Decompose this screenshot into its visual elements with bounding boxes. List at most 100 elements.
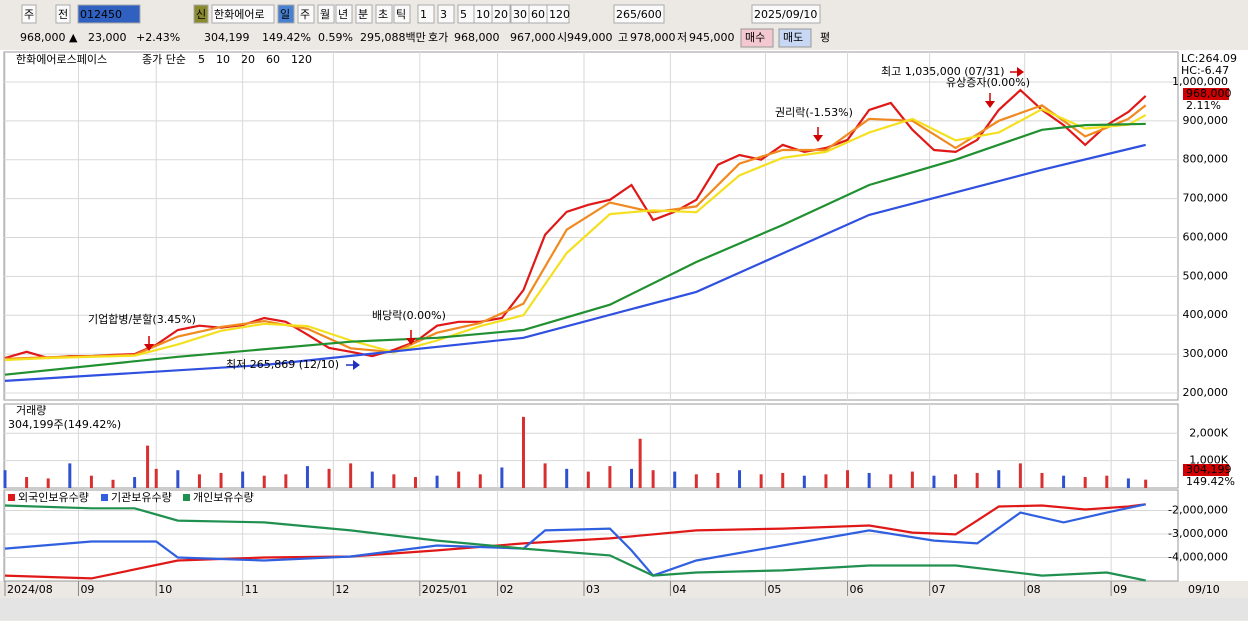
volume-bar — [478, 474, 482, 488]
toolbar-button[interactable] — [77, 4, 141, 24]
toolbar-label[interactable]: 년 — [338, 8, 348, 21]
toolbar-label[interactable]: 분 — [358, 8, 368, 21]
legend-entry: 20 — [241, 53, 255, 66]
y-tick-label: 700,000 — [1183, 192, 1229, 205]
x-end-label: 09/10 — [1188, 583, 1220, 596]
toolbar-label[interactable]: 1 — [420, 8, 427, 21]
legend-entry: 60 — [266, 53, 280, 66]
toolbar-button[interactable] — [277, 4, 295, 24]
volume-bar — [716, 472, 720, 488]
x-tick-label: 07 — [932, 583, 946, 596]
toolbar-label[interactable]: 전 — [58, 8, 68, 21]
toolbar-label[interactable]: 월 — [320, 8, 330, 21]
quote-label: 시 — [557, 31, 567, 44]
volume-bar — [500, 467, 504, 488]
volume-bar — [262, 475, 266, 488]
change-label: 2.11% — [1186, 99, 1221, 112]
order-button[interactable] — [740, 28, 774, 48]
legend-entry: 10 — [216, 53, 230, 66]
order-button[interactable] — [778, 28, 812, 48]
toolbar-label[interactable]: 5 — [460, 8, 467, 21]
series-line — [4, 503, 1146, 577]
volume-bar — [1040, 472, 1044, 488]
x-tick-label: 09 — [80, 583, 94, 596]
y-tick-label: 800,000 — [1183, 153, 1229, 166]
volume-bar — [932, 475, 936, 488]
toolbar-label[interactable]: 60 — [531, 8, 545, 21]
x-tick-label: 02 — [500, 583, 514, 596]
quote-label: 매수 — [745, 31, 765, 44]
quote-label: 967,000 — [510, 31, 556, 44]
annotation: 최저 265,869 (12/10) — [226, 358, 339, 371]
volume-bar — [997, 470, 1001, 488]
x-tick-label: 10 — [158, 583, 172, 596]
toolbar-button[interactable] — [55, 4, 71, 24]
y-tick-label: 900,000 — [1183, 114, 1229, 127]
stock-name: 한화에어로스페이스 — [16, 53, 107, 66]
volume-bar — [1083, 477, 1087, 488]
volume-pane — [3, 403, 1179, 489]
toolbar-label[interactable]: 120 — [549, 8, 570, 21]
toolbar-label[interactable]: 20 — [494, 8, 508, 21]
toolbar-button[interactable] — [491, 4, 511, 24]
toolbar-label[interactable]: 012450 — [80, 8, 122, 21]
toolbar-button[interactable] — [437, 4, 455, 24]
volume-bar — [638, 438, 642, 488]
volume-bar — [284, 474, 288, 488]
toolbar-label[interactable]: 틱 — [396, 8, 406, 21]
y-tick-label: -4,000,000 — [1168, 550, 1228, 563]
toolbar-label[interactable]: 일 — [280, 7, 290, 21]
volume-bar — [565, 468, 569, 488]
toolbar-button[interactable] — [355, 4, 373, 24]
price-pane — [3, 51, 1179, 401]
toolbar-button[interactable] — [417, 4, 435, 24]
toolbar-button[interactable] — [193, 4, 209, 24]
y-tick-label: 400,000 — [1183, 308, 1229, 321]
scroll-bar[interactable] — [0, 598, 1248, 620]
volume-bar — [1018, 463, 1022, 488]
toolbar-button[interactable] — [375, 4, 393, 24]
volume-bar — [176, 470, 180, 488]
volume-pct: 149.42% — [1186, 475, 1235, 488]
toolbar-label[interactable]: 초 — [378, 8, 388, 21]
volume-bar — [954, 474, 958, 488]
toolbar-button[interactable] — [393, 4, 411, 24]
volume-bar — [694, 474, 698, 488]
toolbar-label[interactable]: 한화에어로 — [214, 8, 265, 21]
quote-label: 949,000 — [567, 31, 613, 44]
volume-bar — [781, 472, 785, 488]
volume-bar — [133, 477, 137, 488]
toolbar-label[interactable]: 3 — [440, 8, 447, 21]
x-tick-label: 05 — [767, 583, 781, 596]
volume-bar — [25, 477, 29, 488]
toolbar-label[interactable]: 30 — [513, 8, 527, 21]
toolbar-button[interactable] — [751, 4, 821, 24]
toolbar-button[interactable] — [317, 4, 335, 24]
toolbar-label[interactable]: 주 — [24, 8, 34, 21]
annotation: 최고 1,035,000 (07/31) — [881, 65, 1005, 78]
volume-bar — [910, 471, 914, 488]
toolbar-button[interactable] — [546, 4, 570, 24]
toolbar-button[interactable] — [297, 4, 315, 24]
toolbar-label[interactable]: 2025/09/10 — [754, 8, 817, 21]
volume-bar — [846, 470, 850, 488]
quote-label: 968,000 — [454, 31, 500, 44]
volume-bar — [197, 474, 201, 488]
toolbar-button[interactable] — [335, 4, 353, 24]
toolbar-label[interactable]: 10 — [476, 8, 490, 21]
series-line — [4, 104, 1147, 360]
x-tick-label: 2024/08 — [7, 583, 53, 596]
y-tick-label: -2,000,000 — [1168, 503, 1228, 516]
x-tick-label: 04 — [672, 583, 686, 596]
toolbar-label[interactable]: 265/600 — [616, 8, 662, 21]
volume-bar — [543, 463, 547, 488]
volume-bar — [457, 471, 461, 488]
toolbar-button[interactable] — [21, 4, 37, 24]
toolbar-label[interactable]: 주 — [300, 8, 310, 21]
volume-bar — [630, 468, 634, 488]
toolbar-label[interactable]: 신 — [196, 8, 206, 21]
volume-bar — [68, 463, 72, 488]
toolbar-button[interactable] — [211, 4, 275, 24]
toolbar-button[interactable] — [613, 4, 665, 24]
volume-bar — [89, 475, 93, 488]
